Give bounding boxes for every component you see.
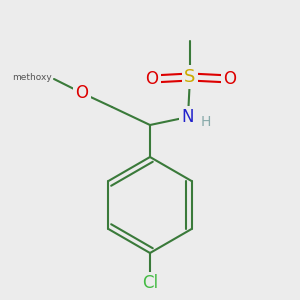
Text: O: O <box>224 70 236 88</box>
Text: S: S <box>184 68 196 86</box>
Text: O: O <box>146 70 158 88</box>
Text: Cl: Cl <box>142 274 158 292</box>
Text: H: H <box>201 115 211 129</box>
Text: N: N <box>182 108 194 126</box>
Text: methoxy: methoxy <box>12 74 52 82</box>
Text: O: O <box>76 84 88 102</box>
